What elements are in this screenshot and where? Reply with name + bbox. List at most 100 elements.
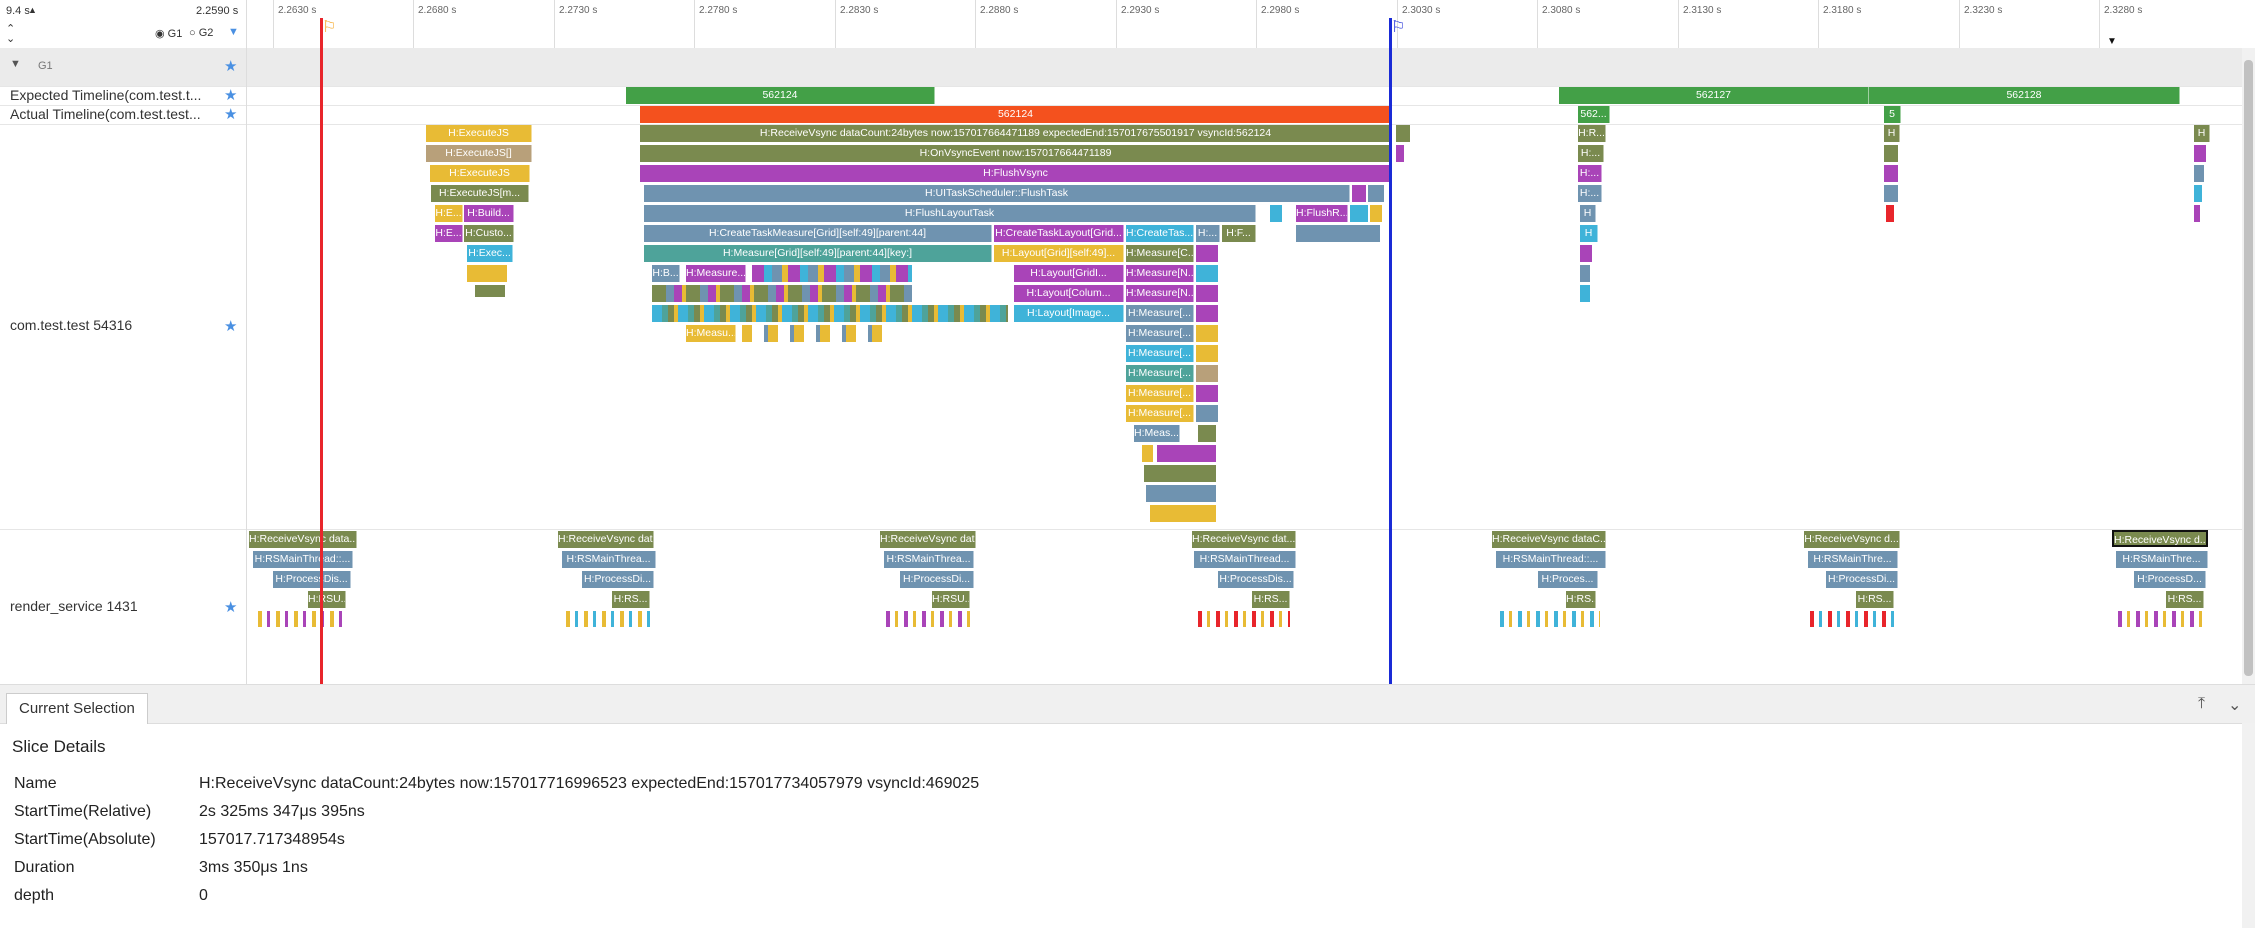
slice[interactable]: H:CreateTas... — [1126, 225, 1194, 242]
slice[interactable]: H:Exec... — [467, 245, 513, 262]
slice[interactable]: H:RSMainThrea... — [562, 551, 656, 568]
small-slice[interactable] — [1884, 165, 1898, 182]
slice[interactable]: H:UITaskScheduler::FlushTask — [644, 185, 1350, 202]
slice[interactable]: H — [1884, 125, 1900, 142]
small-slice[interactable] — [1196, 385, 1218, 402]
frame-slice[interactable]: 562... — [1578, 106, 1610, 123]
time-marker-start[interactable] — [320, 18, 323, 696]
collapse-all-icon[interactable]: ⌄ — [6, 33, 16, 45]
frame-slice[interactable]: 562124 — [640, 106, 1392, 123]
small-slice[interactable] — [1196, 345, 1218, 362]
slice[interactable]: H:FlushVsync — [640, 165, 1392, 182]
slice[interactable]: H:RS... — [612, 591, 650, 608]
star-icon[interactable]: ★ — [224, 58, 238, 75]
process-row-app[interactable]: com.test.test 54316 ★ H:ExecuteJS H:Exec… — [0, 124, 2242, 530]
small-slice[interactable] — [1396, 145, 1404, 162]
slice[interactable]: H:ReceiveVsync dataC... — [1492, 531, 1606, 548]
slice[interactable]: H:RS... — [2166, 591, 2204, 608]
slice[interactable]: H:RS... — [1252, 591, 1290, 608]
time-marker-end[interactable] — [1389, 18, 1392, 704]
star-icon[interactable]: ★ — [224, 599, 238, 616]
small-slice[interactable] — [1580, 285, 1590, 302]
selected-slice[interactable]: H:ReceiveVsync d... — [2112, 530, 2208, 547]
slice-cluster[interactable] — [1146, 485, 1216, 502]
slice[interactable]: H:ReceiveVsync dat... — [1192, 531, 1296, 548]
slice-cluster[interactable] — [1810, 611, 1894, 627]
slice[interactable]: H:Meas... — [1134, 425, 1180, 442]
slice[interactable]: H:ProcessD... — [2134, 571, 2206, 588]
slice[interactable]: H:RSU... — [932, 591, 970, 608]
slice[interactable]: H:ProcessDis... — [1218, 571, 1294, 588]
slice[interactable]: H:RSMainThread::... — [1496, 551, 1606, 568]
slice-cluster[interactable] — [1500, 611, 1600, 627]
flag-start-icon[interactable]: ⚐ — [322, 19, 337, 36]
collapse-triangle-icon[interactable]: ▼ — [10, 58, 21, 70]
slice-cluster[interactable] — [652, 285, 912, 302]
slice-cluster[interactable] — [1142, 445, 1216, 462]
slice[interactable]: H:Measure[... — [1126, 345, 1194, 362]
small-slice[interactable] — [1196, 365, 1218, 382]
small-slice[interactable] — [1352, 185, 1366, 202]
slice[interactable]: H:Layout[Grid][self:49]... — [994, 245, 1124, 262]
expand-all-icon[interactable]: ⌃ — [6, 23, 16, 35]
small-slice[interactable] — [1198, 425, 1216, 442]
slice[interactable]: H:RSMainThrea... — [884, 551, 974, 568]
small-slice[interactable] — [2194, 205, 2200, 222]
slice[interactable]: H — [1580, 225, 1598, 242]
slice-cluster[interactable] — [742, 325, 882, 342]
small-slice[interactable] — [1886, 205, 1894, 222]
slice[interactable]: H:RSMainThre... — [2116, 551, 2208, 568]
slice[interactable]: H:Measu... — [686, 325, 736, 342]
pin-top-icon[interactable]: ⤒ — [2198, 695, 2206, 712]
small-slice[interactable] — [1196, 285, 1218, 302]
slice[interactable]: H:F... — [1222, 225, 1256, 242]
small-slice[interactable] — [1196, 245, 1218, 262]
slice[interactable]: H:ExecuteJS — [430, 165, 530, 182]
flag-end-icon[interactable]: ⚐ — [1391, 19, 1406, 36]
frame-slice[interactable]: 562128 — [1869, 87, 2180, 104]
star-icon[interactable]: ★ — [224, 106, 238, 123]
slice-cluster[interactable] — [258, 611, 348, 627]
slice[interactable]: H — [2194, 125, 2210, 142]
collapse-toggle-icon[interactable]: ▲ — [28, 5, 37, 15]
small-slice[interactable] — [475, 285, 505, 297]
slice[interactable]: H:Layout[Image... — [1014, 305, 1124, 322]
slice-cluster[interactable] — [2118, 611, 2204, 627]
small-slice[interactable] — [467, 265, 507, 282]
group-dropdown-icon[interactable]: ▼ — [228, 26, 239, 38]
slice-cluster[interactable] — [1144, 465, 1216, 482]
small-slice[interactable] — [2194, 145, 2206, 162]
slice[interactable]: H — [1580, 205, 1596, 222]
slice[interactable]: H:Build... — [464, 205, 514, 222]
slice[interactable]: H:... — [1578, 165, 1602, 182]
star-icon[interactable]: ★ — [224, 318, 238, 335]
slice[interactable]: H:Measure[N... — [1126, 265, 1194, 282]
slice[interactable]: H:RSMainThread::... — [253, 551, 353, 568]
slice[interactable]: H:ReceiveVsync dat... — [880, 531, 976, 548]
cursor-marker-icon[interactable]: ▼ — [2107, 36, 2117, 47]
slice[interactable]: H:RSMainThread... — [1194, 551, 1296, 568]
star-icon[interactable]: ★ — [224, 87, 238, 104]
frame-slice[interactable]: 562124 — [626, 87, 935, 104]
radio-g1[interactable]: ◉ G1 — [155, 28, 183, 40]
slice[interactable]: H:RS... — [1566, 591, 1596, 608]
small-slice[interactable] — [1580, 245, 1592, 262]
slice[interactable]: H:FlushR... — [1296, 205, 1348, 222]
slice-cluster[interactable] — [1150, 505, 1216, 522]
slice[interactable]: H:Measure[N... — [1126, 285, 1194, 302]
frame-slice[interactable]: 5 — [1884, 106, 1901, 123]
small-slice[interactable] — [1368, 185, 1384, 202]
details-scrollbar[interactable] — [2242, 723, 2255, 928]
small-slice[interactable] — [1370, 205, 1382, 222]
time-ruler[interactable]: 2.2630 s 2.2680 s 2.2730 s 2.2780 s 2.28… — [248, 0, 2245, 48]
slice[interactable]: H:ProcessDis... — [273, 571, 351, 588]
small-slice[interactable] — [1196, 265, 1218, 282]
collapse-panel-icon[interactable]: ⌄ — [2228, 697, 2242, 714]
slice[interactable]: H:Measure[... — [1126, 305, 1194, 322]
slice-cluster[interactable] — [566, 611, 650, 627]
slice[interactable]: H:RSU... — [308, 591, 346, 608]
slice[interactable]: H:ReceiveVsync dat... — [558, 531, 654, 548]
slice[interactable]: H:ProcessDi... — [900, 571, 974, 588]
slice[interactable]: H:ReceiveVsync d... — [1804, 531, 1900, 548]
slice[interactable]: H:RSMainThre... — [1808, 551, 1898, 568]
